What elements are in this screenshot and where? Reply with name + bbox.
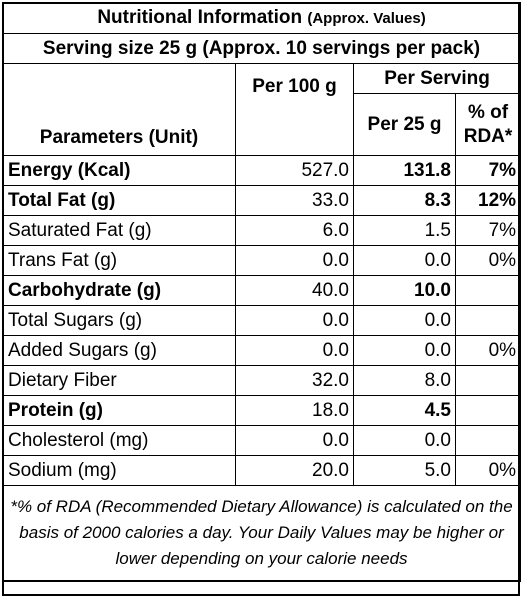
per-100g-value: 527.0: [235, 155, 354, 186]
title-row: Nutritional Information (Approx. Values): [1, 2, 522, 34]
rda-value: 12%: [454, 185, 522, 216]
per-100g-value: 0.0: [235, 305, 354, 336]
per-25g-value: 4.5: [353, 395, 456, 426]
footnote: *% of RDA (Recommended Dietary Allowance…: [1, 485, 522, 582]
serving-row: Serving size 25 g (Approx. 10 servings p…: [1, 33, 522, 64]
table-row: Carbohydrate (g) 40.0 10.0: [2, 275, 522, 306]
per-25g-value: 131.8: [353, 155, 456, 186]
per-25g-value: 5.0: [353, 455, 456, 486]
per-25g-value: 0.0: [353, 305, 456, 336]
header-row-2: Per 25 g % of RDA*: [3, 93, 522, 156]
rda-value: [454, 305, 522, 336]
nutrient-rows: Energy (Kcal) 527.0 131.8 7% Total Fat (g) 33…: [2, 155, 522, 486]
header-per-serving: Per Serving: [352, 63, 522, 94]
table-row: Total Fat (g) 33.0 8.3 12%: [2, 185, 522, 216]
title-main: Nutritional Information: [97, 7, 303, 28]
table-row: Sodium (mg) 20.0 5.0 0%: [2, 455, 522, 486]
header-parameters: Parameters (Unit): [2, 63, 236, 156]
rda-value: [454, 275, 522, 306]
table-row: Dietary Fiber 32.0 8.0: [2, 365, 522, 396]
table-title: Nutritional Information (Approx. Values): [1, 2, 522, 34]
table-row: Cholesterol (mg) 0.0 0.0: [2, 425, 522, 456]
table-row: Trans Fat (g) 0.0 0.0 0%: [2, 245, 522, 276]
rda-value: [454, 365, 522, 396]
nutrient-name: Total Fat (g): [2, 185, 236, 216]
rda-value: 0%: [454, 455, 522, 486]
per-100g-value: 33.0: [235, 185, 354, 216]
per-100g-value: 20.0: [235, 455, 354, 486]
header-rda: % of RDA*: [454, 93, 522, 156]
nutrient-name: Saturated Fat (g): [2, 215, 236, 246]
per-100g-value: 6.0: [235, 215, 354, 246]
header-per-25g: Per 25 g: [353, 93, 456, 156]
per-25g-value: 0.0: [353, 335, 456, 366]
nutrient-name: Added Sugars (g): [2, 335, 236, 366]
per-100g-value: 40.0: [235, 275, 354, 306]
table-row: Energy (Kcal) 527.0 131.8 7%: [2, 155, 522, 186]
per-25g-value: 10.0: [353, 275, 456, 306]
per-100g-value: 18.0: [235, 395, 354, 426]
rda-value: [454, 425, 522, 456]
header-row-1: Parameters (Unit) Per 100 g Per Serving: [2, 63, 522, 156]
table-row: Protein (g) 18.0 4.5: [2, 395, 522, 426]
per-100g-value: 0.0: [235, 245, 354, 276]
rda-value: 0%: [454, 335, 522, 366]
header-per-100g: Per 100 g: [235, 63, 354, 156]
rda-value: 0%: [454, 245, 522, 276]
table-row: Added Sugars (g) 0.0 0.0 0%: [2, 335, 522, 366]
nutrient-name: Trans Fat (g): [2, 245, 236, 276]
per-25g-value: 1.5: [353, 215, 456, 246]
title-note: (Approx. Values): [307, 10, 426, 27]
rda-value: 7%: [454, 155, 522, 186]
nutrient-name: Carbohydrate (g): [2, 275, 236, 306]
rda-value: [454, 395, 522, 426]
nutrient-name: Energy (Kcal): [2, 155, 236, 186]
nutrient-name: Protein (g): [2, 395, 236, 426]
nutrient-name: Total Sugars (g): [2, 305, 236, 336]
footnote-row: *% of RDA (Recommended Dietary Allowance…: [1, 485, 522, 582]
per-100g-value: 0.0: [235, 335, 354, 366]
per-100g-value: 0.0: [235, 425, 354, 456]
per-25g-value: 8.3: [353, 185, 456, 216]
per-25g-value: 8.0: [353, 365, 456, 396]
nutrient-name: Cholesterol (mg): [2, 425, 236, 456]
table-row: Total Sugars (g) 0.0 0.0: [2, 305, 522, 336]
nutrient-name: Dietary Fiber: [2, 365, 236, 396]
serving-size: Serving size 25 g (Approx. 10 servings p…: [1, 33, 522, 64]
nutrition-table: Nutritional Information (Approx. Values)…: [1, 2, 522, 582]
rda-value: 7%: [454, 215, 522, 246]
per-25g-value: 0.0: [353, 425, 456, 456]
table-row: Saturated Fat (g) 6.0 1.5 7%: [2, 215, 522, 246]
per-25g-value: 0.0: [353, 245, 456, 276]
per-100g-value: 32.0: [235, 365, 354, 396]
nutrient-name: Sodium (mg): [2, 455, 236, 486]
